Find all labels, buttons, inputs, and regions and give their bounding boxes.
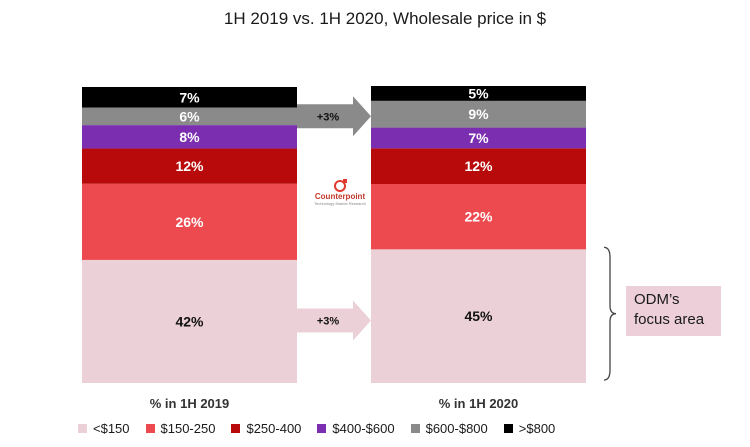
legend-swatch [231,423,241,433]
data-label: 7% [179,89,200,105]
logo-name: Counterpoint [314,192,366,201]
bar-segment-0-1 [371,249,586,383]
legend: <$150 $150-250 $250-400 $400-$600 $600-$800 >… [78,418,571,438]
data-label: 45% [464,308,493,324]
bars-group: 42% 26% 12% 8% 6% 7% 45% 22% 12% 7% 9% 5% [82,85,586,383]
data-label: 12% [464,158,493,174]
bracket-path [603,246,617,381]
category-label: % in 1H 2020 [439,396,519,411]
focus-bracket [603,246,617,381]
legend-label: >$800 [518,420,556,436]
growth-arrow-label: +3% [317,111,340,123]
arrows-group: +3% +3% [297,96,371,341]
growth-arrow [297,300,371,341]
legend-swatch [78,423,87,433]
data-label: 26% [175,214,204,230]
legend-swatch [145,423,155,433]
data-label: 8% [179,129,200,145]
data-label: 6% [179,108,200,124]
bar-segment-5-0 [82,87,297,108]
legend-label: $150-250 [160,420,216,436]
data-label: 12% [175,158,204,174]
bar-segment-1-1 [371,184,586,250]
chart-title: 1H 2019 vs. 1H 2020, Wholesale price in … [223,9,547,28]
bar-segment-4-0 [82,107,297,126]
bar-segment-0-0 [82,259,297,383]
bar-segment-2-0 [82,148,297,184]
bar-segment-3-1 [371,127,586,149]
data-label: 9% [468,106,489,122]
legend-swatch [410,423,420,433]
growth-arrow [297,96,371,137]
bar-segment-3-0 [82,125,297,149]
logo-subtitle: Technology Market Research [314,201,366,206]
category-labels: % in 1H 2019 % in 1H 2020 [150,396,519,411]
growth-arrow-label: +3% [317,315,340,327]
bar-segment-4-1 [371,100,586,128]
legend-label: $400-$600 [332,420,395,436]
legend-label: $250-400 [246,420,302,436]
legend-label: <$150 [93,420,130,436]
data-label: 22% [464,209,493,225]
legend-item: $250-400 [231,421,301,436]
legend-item: $400-$600 [317,420,395,436]
legend-swatch [503,423,513,433]
bar-segment-2-1 [371,148,586,185]
legend-item: >$800 [503,420,556,436]
data-label: 5% [468,85,489,101]
category-label: % in 1H 2019 [150,396,230,411]
data-label: 42% [175,313,204,329]
counterpoint-logo: Counterpoint Technology Market Research [312,179,368,206]
legend-item: $150-250 [145,420,216,436]
data-label: 7% [468,130,489,146]
bar-segment-1-0 [82,183,297,260]
legend-item: $600-$800 [410,420,488,436]
legend-swatch [317,423,327,433]
odm-focus-callout: ODM’s focus area [626,286,721,336]
counterpoint-logo-icon [334,179,347,192]
legend-item: <$150 [78,421,130,436]
legend-label: $600-$800 [425,420,488,436]
bar-segment-5-1 [371,86,586,101]
